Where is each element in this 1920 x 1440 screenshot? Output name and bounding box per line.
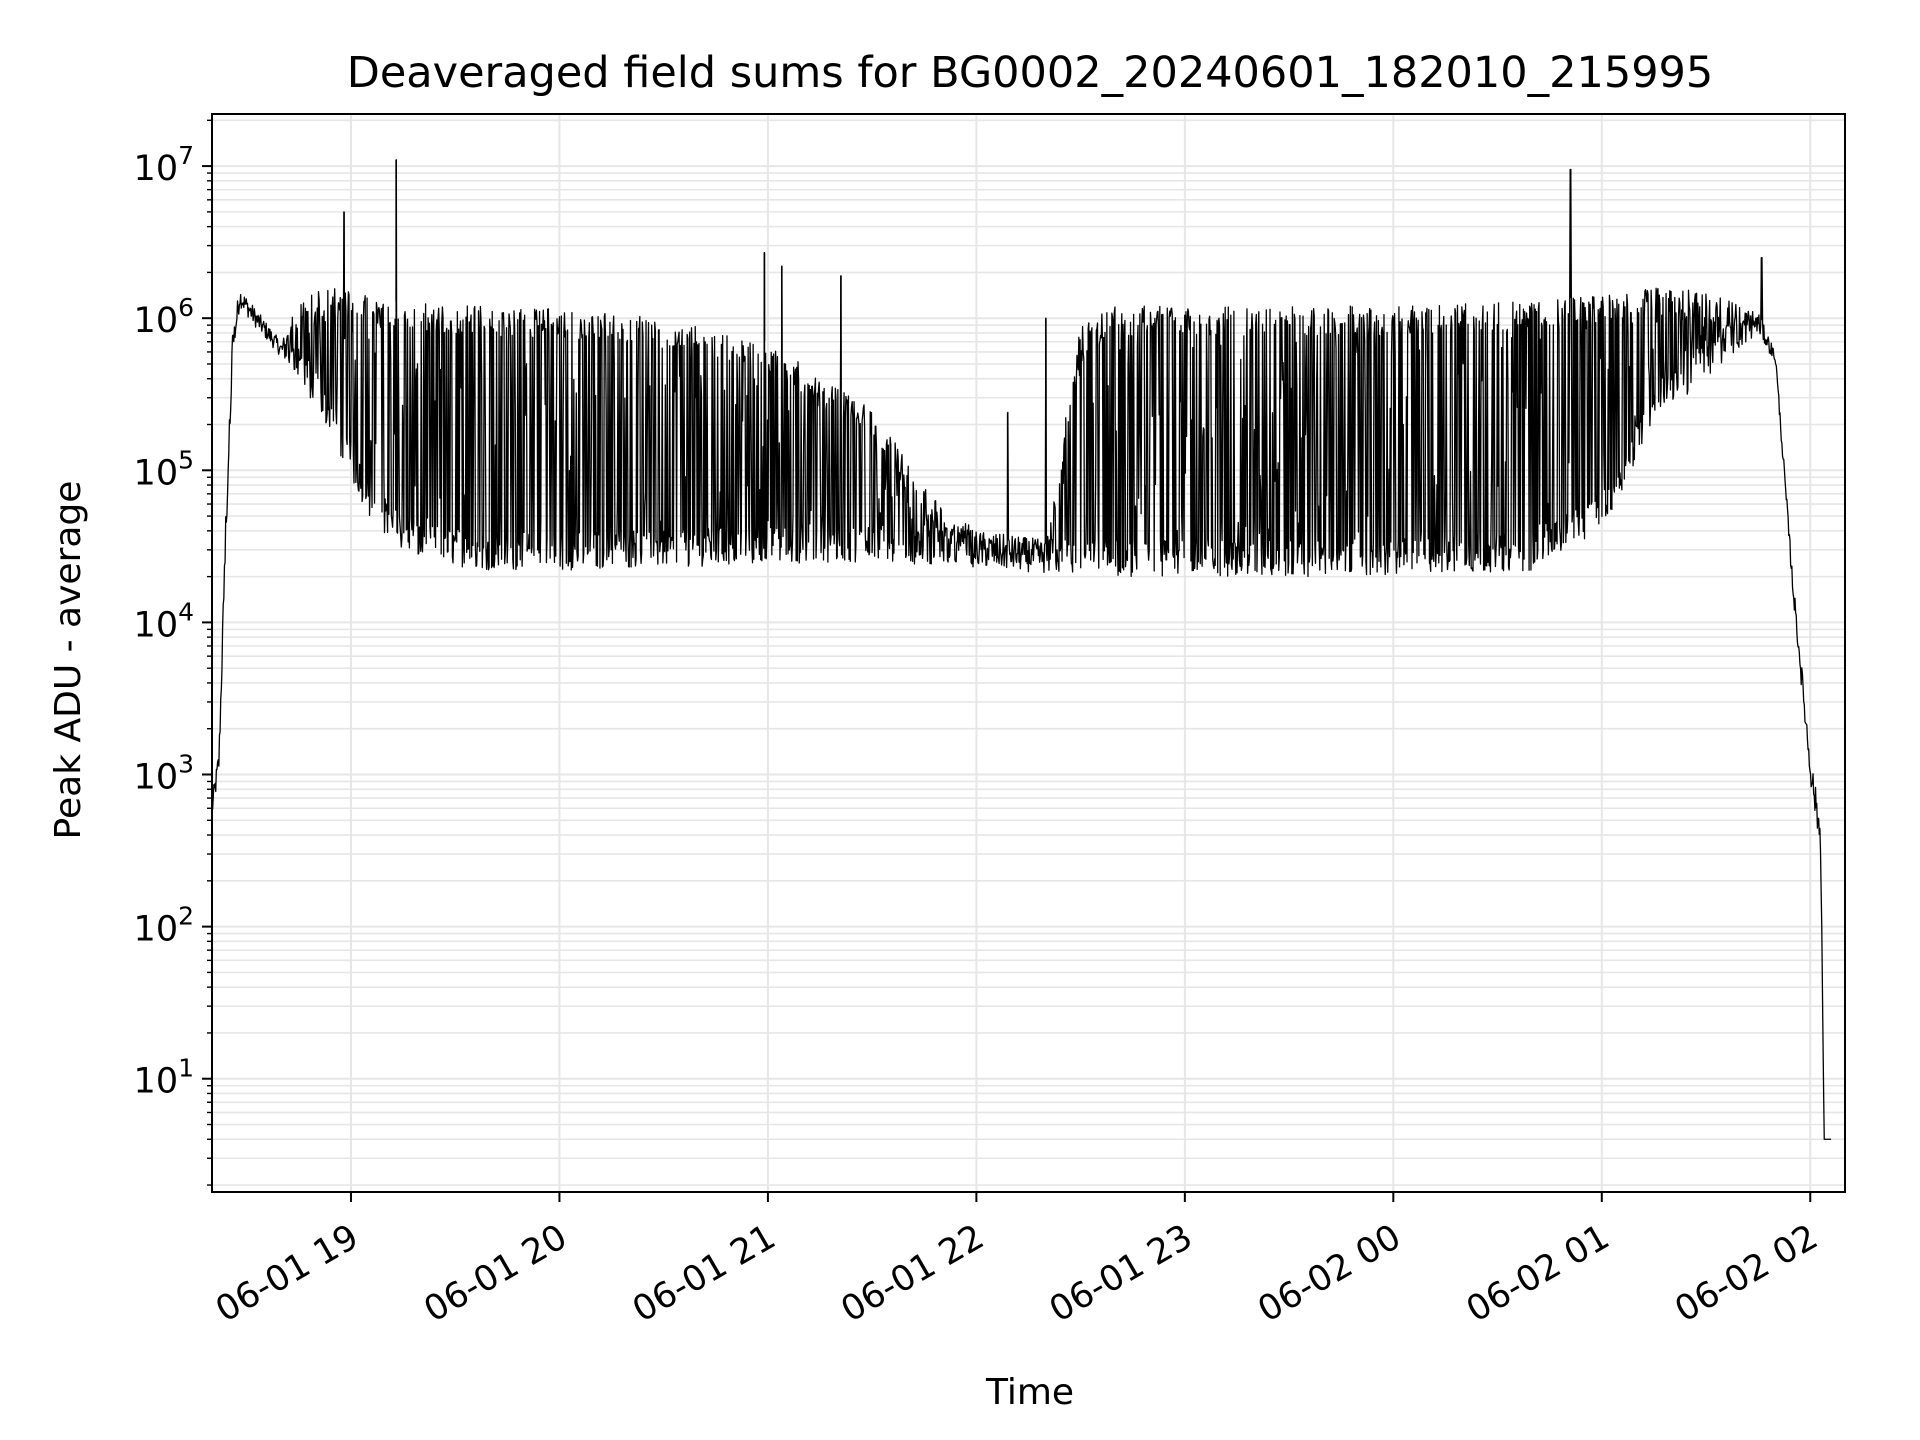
chart-title: Deaveraged field sums for BG0002_2024060…: [347, 48, 1714, 98]
x-axis-label: Time: [985, 1372, 1074, 1413]
y-axis-label: Peak ADU - average: [48, 481, 89, 840]
